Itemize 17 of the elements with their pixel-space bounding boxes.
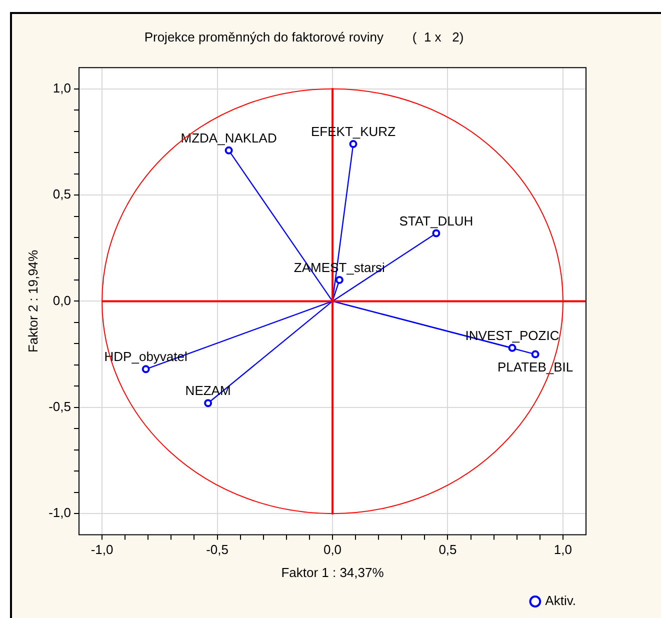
y-tick-label: 0,5 [52,186,71,202]
y-tick-label: 1,0 [52,80,71,96]
legend-label: Aktiv. [545,593,576,608]
annotation: STAT_DLUH [399,213,474,228]
annotation: INVEST_POZIC [465,328,560,343]
x-tick-label: 0,5 [438,542,457,558]
x-axis-title: Faktor 1 : 34,37% [281,564,384,580]
annotation: MZDA_NAKLAD [180,130,277,146]
x-tick-label: -0,5 [206,542,228,558]
x-tick-label: 1,0 [554,542,572,558]
x-tick-label: 0,0 [323,542,342,558]
chart-title: Projekce proměnných do faktorové roviny ( 1 x 2) [144,29,464,44]
y-tick-label: -1,0 [48,505,71,520]
y-tick-label: -0,5 [48,398,71,414]
y-axis-title: Faktor 2 : 19,94% [25,249,40,353]
y-tick-label: 0,0 [52,292,71,308]
x-tick-label: -1,0 [90,542,114,558]
